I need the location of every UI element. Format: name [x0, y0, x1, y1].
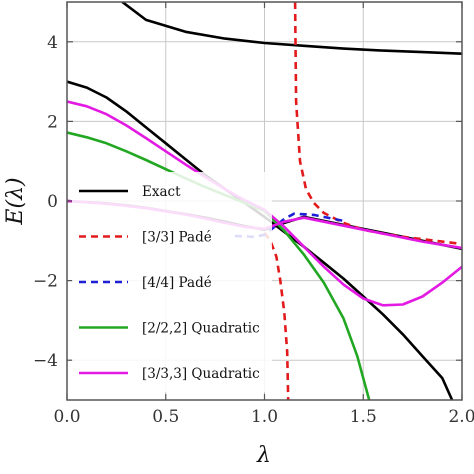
legend-label: [2/2,2] Quadratic: [142, 321, 260, 337]
tick-labels: 0.0 0.5 1.0 1.5 2.0 4 2 0 −2 −4: [33, 33, 474, 427]
x-tick-label: 1.5: [350, 407, 377, 427]
y-tick-label: 0: [47, 192, 58, 212]
legend: Exact [3/3] Padé [4/4] Padé [2/2,2] Quadrat…: [79, 184, 260, 382]
x-tick-label: 1.0: [251, 407, 278, 427]
y-tick-label: 4: [47, 33, 58, 53]
y-tick-label: −4: [33, 351, 58, 371]
x-tick-label: 0.5: [152, 407, 179, 427]
series-line-3-3-pad: [293, 2, 462, 246]
series-line-3-3-pad: [263, 232, 290, 400]
legend-label: Exact: [142, 184, 181, 200]
y-tick-label: 2: [47, 112, 58, 132]
y-tick-label: −2: [33, 272, 58, 292]
series-layer: [67, 2, 462, 400]
x-tick-label: 2.0: [448, 407, 474, 427]
y-axis-label: E(λ): [3, 177, 28, 225]
ticks: [66, 2, 463, 400]
x-tick-label: 0.0: [53, 407, 80, 427]
legend-label: [3/3,3] Quadratic: [142, 366, 260, 382]
series-line-exact: [121, 2, 462, 55]
x-axis-label: λ: [256, 443, 271, 468]
legend-label: [4/4] Padé: [142, 275, 212, 291]
legend-label: [3/3] Padé: [142, 230, 212, 246]
